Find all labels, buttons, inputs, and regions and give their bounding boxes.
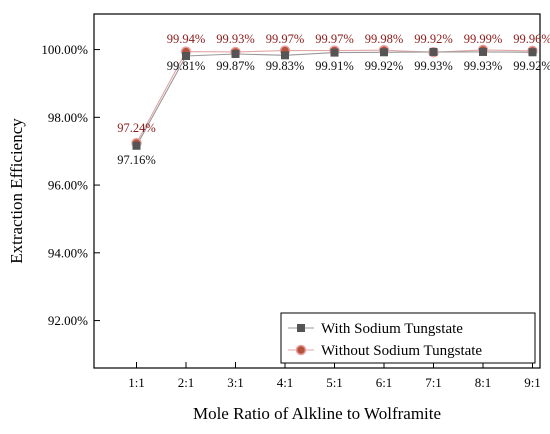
data-label-with: 99.81% <box>167 59 206 73</box>
legend-marker-circle <box>295 344 307 356</box>
x-tick-label: 9:1 <box>524 375 541 390</box>
point-with <box>429 47 438 56</box>
data-label-without: 99.97% <box>266 32 305 46</box>
data-label-with: 99.92% <box>513 59 550 73</box>
legend: With Sodium Tungstate Without Sodium Tun… <box>280 312 536 364</box>
data-label-with: 99.91% <box>315 59 354 73</box>
point-with <box>479 47 487 56</box>
x-tick-label: 4:1 <box>277 375 294 390</box>
point-with <box>330 48 339 57</box>
data-label-with: 97.16% <box>117 153 156 167</box>
point-with <box>132 141 141 150</box>
x-tick-label: 5:1 <box>326 375 343 390</box>
point-with <box>182 52 190 61</box>
y-tick-label: 92.00% <box>48 313 88 328</box>
legend-label-without: Without Sodium Tungstate <box>321 343 482 359</box>
data-label-with: 99.93% <box>414 59 453 73</box>
x-axis: 1:1 2:1 3:1 4:1 5:1 6:1 7:1 8:1 9:1 <box>128 362 541 390</box>
data-label-with: 99.83% <box>266 59 305 73</box>
point-with <box>281 51 289 60</box>
legend-marker-square <box>297 324 305 332</box>
point-with <box>528 48 537 57</box>
point-with <box>231 49 240 58</box>
legend-label-with: With Sodium Tungstate <box>321 321 463 337</box>
x-tick-label: 3:1 <box>227 375 244 390</box>
x-axis-title: Mole Ratio of Alkline to Wolframite <box>193 404 441 423</box>
data-label-without: 99.98% <box>365 32 404 46</box>
y-tick-label: 100.00% <box>41 42 88 57</box>
data-label-without: 99.99% <box>464 32 503 46</box>
data-label-without: 97.24% <box>117 121 156 135</box>
x-tick-label: 6:1 <box>376 375 393 390</box>
point-with <box>380 48 388 57</box>
x-tick-label: 1:1 <box>128 375 145 390</box>
data-label-without: 99.96% <box>513 32 550 46</box>
x-tick-label: 2:1 <box>178 375 195 390</box>
series-layer <box>131 44 538 150</box>
x-tick-label: 8:1 <box>475 375 492 390</box>
data-labels: 97.24% 99.94% 99.93% 99.97% 99.97% 99.98% 99.9… <box>117 32 550 167</box>
legend-box <box>280 312 536 364</box>
y-tick-label: 98.00% <box>48 110 88 125</box>
y-tick-label: 96.00% <box>48 178 88 193</box>
x-tick-label: 7:1 <box>425 375 442 390</box>
y-axis-title: Extraction Efficiency <box>7 118 26 264</box>
data-label-with: 99.87% <box>216 59 255 73</box>
data-label-without: 99.93% <box>216 32 255 46</box>
data-label-with: 99.92% <box>365 59 404 73</box>
y-tick-label: 94.00% <box>48 245 88 260</box>
plot-frame <box>93 13 541 369</box>
data-label-with: 99.93% <box>464 59 503 73</box>
data-label-without: 99.92% <box>414 32 453 46</box>
y-axis: 92.00% 94.00% 96.00% 98.00% 100.00% <box>41 42 100 328</box>
data-label-without: 99.94% <box>167 32 206 46</box>
data-label-without: 99.97% <box>315 32 354 46</box>
